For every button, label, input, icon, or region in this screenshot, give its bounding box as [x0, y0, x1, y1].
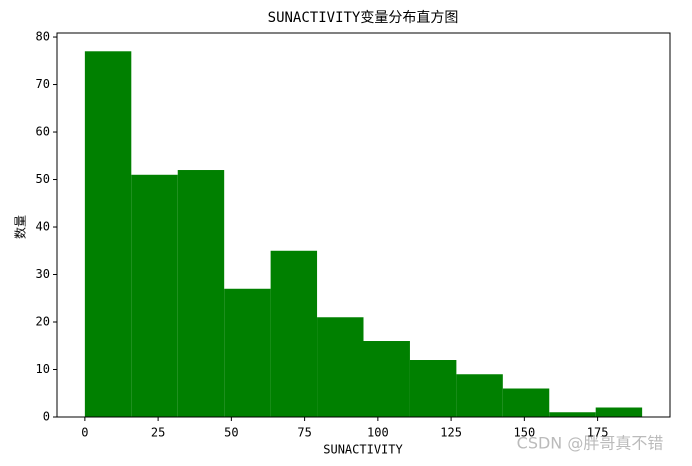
x-tick-label: 0 — [81, 426, 88, 440]
x-tick-label: 125 — [440, 426, 462, 440]
y-axis-label: 数量 — [13, 215, 28, 239]
x-tick-label: 150 — [514, 426, 536, 440]
x-tick-label: 25 — [151, 426, 165, 440]
bar — [595, 407, 643, 417]
y-tick-label: 80 — [36, 30, 50, 44]
y-tick-label: 10 — [36, 362, 50, 376]
bar — [224, 288, 271, 417]
y-tick-label: 70 — [36, 77, 50, 91]
bar — [409, 360, 457, 417]
bar — [317, 317, 364, 417]
chart-title: SUNACTIVITY变量分布直方图 — [268, 9, 459, 26]
bar — [363, 341, 410, 417]
x-tick-label: 50 — [224, 426, 238, 440]
x-axis-label: SUNACTIVITY — [323, 443, 403, 457]
bar — [177, 170, 225, 417]
bar — [502, 388, 550, 417]
x-tick-label: 175 — [587, 426, 609, 440]
y-tick-label: 40 — [36, 220, 50, 234]
y-tick-label: 20 — [36, 315, 50, 329]
bar — [131, 174, 178, 417]
watermark: CSDN @胖哥真不错 — [517, 434, 664, 453]
x-tick-label: 100 — [367, 426, 389, 440]
bar — [84, 51, 132, 418]
x-tick-label: 75 — [297, 426, 311, 440]
plot-frame — [56, 32, 671, 418]
y-tick-label: 0 — [43, 410, 50, 424]
y-tick-label: 30 — [36, 267, 50, 281]
bar — [456, 374, 503, 417]
y-tick-label: 50 — [36, 172, 50, 186]
y-tick-label: 60 — [36, 125, 50, 139]
bar — [549, 412, 596, 417]
bar — [270, 250, 318, 417]
